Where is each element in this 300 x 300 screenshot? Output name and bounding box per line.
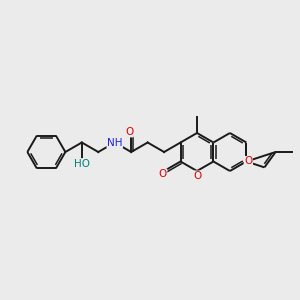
Text: O: O (193, 171, 201, 181)
Text: NH: NH (107, 137, 122, 148)
Text: O: O (125, 127, 133, 137)
Text: O: O (159, 169, 167, 179)
Text: HO: HO (74, 159, 90, 169)
Text: O: O (244, 157, 253, 166)
